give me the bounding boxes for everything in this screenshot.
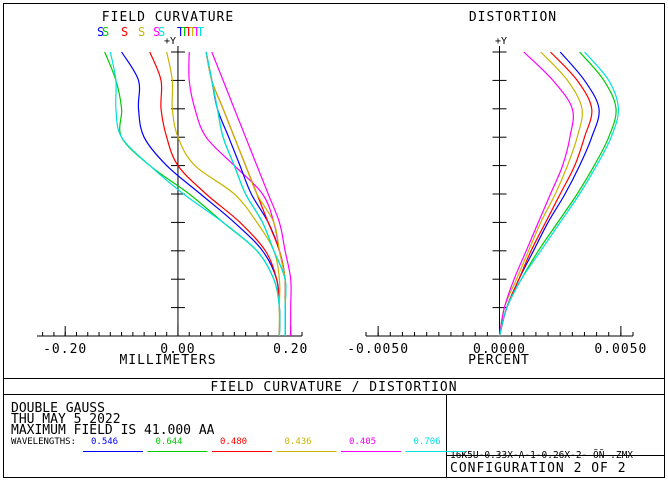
wavelength-label: 0.706 [414,437,441,447]
legend-label: S [102,25,109,39]
dist-series-line [498,51,617,337]
dist-series-line [498,51,620,337]
fc-series-line [121,51,281,337]
max-field: MAXIMUM FIELD IS 41.000 AA [11,423,215,438]
fc-x-tick-label: 0.00 [160,342,195,357]
legend-label: S [97,25,104,39]
dist-x-tick-label: -0.0050 [347,342,409,357]
legend-label: S [153,25,160,39]
fc-x-tick-label: 0.20 [273,342,308,357]
dist-series-line [498,51,583,337]
legend-label: T [177,25,184,39]
legend-label: S [158,25,165,39]
outer-frame [3,3,665,478]
wavelength-legend: 0.546 0.644 0.480 0.436 0.405 0.706 [83,437,466,452]
legend-label: T [181,25,188,39]
wavelength-label: 0.436 [285,437,312,447]
legend-label: T [185,25,192,39]
fc-series-line [104,51,281,337]
dist-x-tick-label: 0.0000 [473,342,526,357]
fc-series-line [109,51,281,337]
dist-y-axis-label: +Y [495,36,507,47]
legend-label: T [189,25,196,39]
fc-y-axis-label: +Y [164,36,176,47]
legend-label: S [138,25,145,39]
lens-name: DOUBLE GAUSS [11,401,105,416]
legend-label: S [121,25,128,39]
fc-series-line [149,51,281,337]
distortion-chart: -0.0050 0.0000 0.0050 [347,46,647,357]
field-curvature-title: FIELD CURVATURE [102,10,234,25]
dist-x-tick-label: 0.0050 [594,342,647,357]
fc-x-axis-label: MILLIMETERS [119,353,216,368]
wavelength-label: 0.480 [220,437,247,447]
fc-series-line [205,51,287,336]
dist-series-line [498,51,574,337]
fc-series-line [211,51,292,336]
fc-series-line [166,51,281,336]
report-header-title: FIELD CURVATURE / DISTORTION [210,380,457,395]
report-date: THU MAY 5 2022 [11,412,121,427]
wavelength-label: 0.405 [349,437,376,447]
fc-series-line [188,51,287,336]
configuration-label: CONFIGURATION 2 OF 2 [450,461,627,476]
wavelength-label: 0.546 [91,437,118,447]
dist-series-line [498,51,593,337]
wavelengths-label: WAVELENGTHS: [11,437,76,447]
dist-series-line [498,51,600,337]
legend-label: T [197,25,204,39]
field-curvature-chart: -0.20 0.00 0.20 [37,46,308,357]
legend-label: T [193,25,200,39]
wavelength-label: 0.644 [156,437,183,447]
distortion-title: DISTORTION [469,10,557,25]
dist-x-axis-label: PERCENT [468,353,530,368]
fc-x-tick-label: -0.20 [43,342,87,357]
file-name: 16K5U-0.33X-A-1-0.26X-2- ÕÑ .ZMX [450,449,633,461]
